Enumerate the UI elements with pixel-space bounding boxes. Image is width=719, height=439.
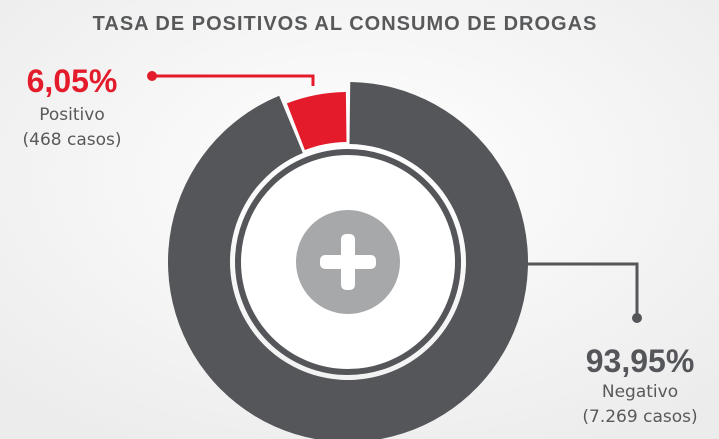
leader-dot <box>147 71 157 81</box>
value-label: 93,95% <box>586 343 695 379</box>
slice <box>168 82 528 439</box>
leader-dot <box>632 313 642 323</box>
chart-title: TASA DE POSITIVOS AL CONSUMO DE DROGAS <box>93 13 598 35</box>
leader-line <box>524 262 639 318</box>
plus-icon <box>320 255 376 269</box>
count-label: (7.269 casos) <box>582 407 697 427</box>
slice <box>286 92 347 151</box>
donut <box>168 82 528 439</box>
category-label: Positivo <box>39 105 104 125</box>
value-label: 6,05% <box>27 63 118 99</box>
category-label: Negativo <box>602 382 678 402</box>
count-label: (468 casos) <box>23 130 122 150</box>
leader-line <box>152 74 315 86</box>
